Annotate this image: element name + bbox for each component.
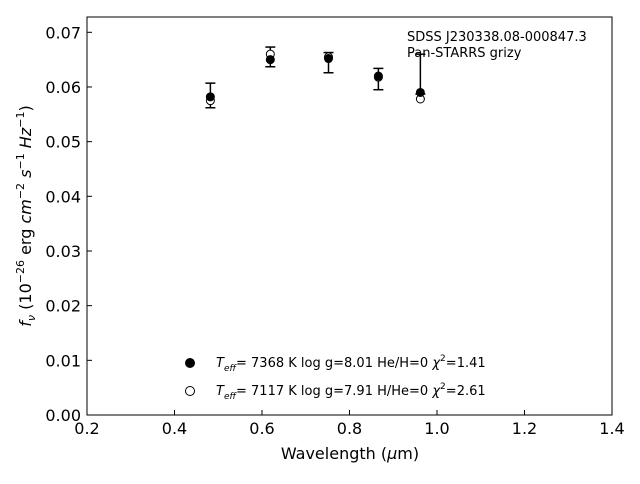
annotation-line-2: Pan-STARRS grizy (407, 46, 522, 61)
annotation-line-1: SDSS J230338.08-000847.3 (407, 30, 587, 45)
y-tick-label: 0.02 (45, 297, 81, 316)
y-axis-label: fν (10−26 erg cm−2 s−1 Hz−1) (14, 105, 38, 326)
y-tick-label: 0.07 (45, 23, 81, 42)
legend-marker-filled (185, 358, 195, 368)
legend-marker-open (185, 386, 195, 396)
model-point-filled (324, 54, 333, 64)
model-point-filled (205, 92, 215, 102)
y-tick-label: 0.01 (45, 351, 81, 370)
y-tick-label: 0.00 (45, 406, 81, 425)
x-tick-label: 0.2 (74, 419, 99, 438)
data-points (205, 49, 425, 106)
model-point-filled (415, 87, 425, 97)
legend-entry-2: Teff= 7117 K log g=7.91 H/He=0 χ2=2.61 (216, 382, 486, 402)
x-tick-label: 1.2 (512, 419, 537, 438)
x-tick-label: 1.0 (424, 419, 449, 438)
axis-ticks: 0.2 0.4 0.6 0.8 1.0 1.2 1.4 0.00 0.01 0.02 0.03 0.0… (45, 23, 624, 438)
x-tick-label: 0.4 (162, 419, 187, 438)
x-axis-label: Wavelength (μm) (281, 444, 419, 463)
y-tick-label: 0.04 (45, 187, 81, 206)
y-tick-label: 0.05 (45, 133, 81, 152)
y-tick-label: 0.06 (45, 78, 81, 97)
x-tick-label: 0.8 (337, 419, 362, 438)
model-point-filled (373, 71, 383, 81)
x-tick-label: 0.6 (249, 419, 274, 438)
x-tick-label: 1.4 (599, 419, 624, 438)
error-bars (205, 46, 426, 109)
model-point-filled (265, 55, 275, 65)
legend-entry-1: Teff= 7368 K log g=8.01 He/H=0 χ2=1.41 (216, 354, 486, 374)
legend: Teff= 7368 K log g=8.01 He/H=0 χ2=1.41 T… (185, 354, 486, 402)
y-tick-label: 0.03 (45, 242, 81, 261)
